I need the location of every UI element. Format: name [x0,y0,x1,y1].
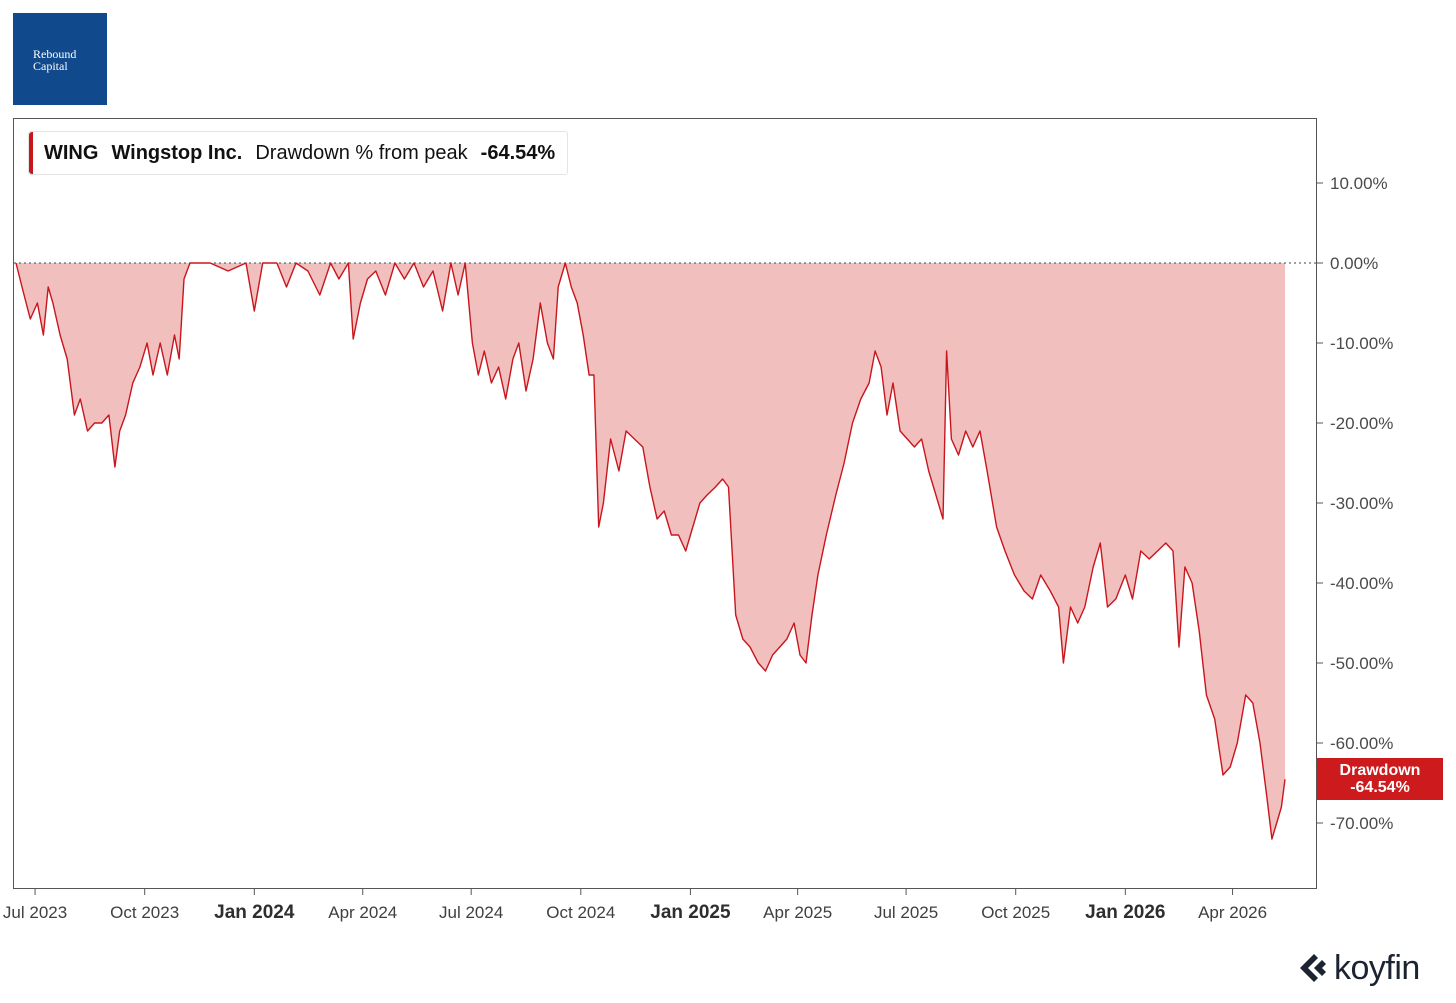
last-value-number: -64.54% [1350,779,1410,796]
x-tick-label: Jul 2025 [874,903,938,922]
y-tick-label: -40.00% [1330,574,1393,593]
drawdown-area [16,263,1285,839]
legend-value: -64.54% [480,141,556,164]
y-tick-label: 0.00% [1330,254,1378,273]
y-tick-label: 10.00% [1330,174,1388,193]
legend-ticker: WING [44,141,99,164]
x-tick-label: Jul 2023 [3,903,67,922]
y-tick-label: -30.00% [1330,494,1393,513]
x-axis: Jul 2023 Oct 2023 Jan 2024 Apr 2024 Jul 2024… [3,888,1267,923]
last-value-tag: Drawdown -64.54% [1317,758,1443,800]
y-tick-label: -50.00% [1330,654,1393,673]
y-tick-label: -10.00% [1330,334,1393,353]
x-tick-label: Oct 2024 [546,903,615,922]
x-tick-label: Apr 2026 [1198,903,1267,922]
koyfin-brand: koyfin [1296,951,1420,985]
x-tick-label: Oct 2023 [110,903,179,922]
brand-name: koyfin [1334,949,1420,987]
legend-metric: Drawdown % from peak [255,141,468,164]
legend-company-name: Wingstop Inc. [111,141,243,164]
x-tick-label: Jul 2024 [439,903,503,922]
x-tick-label: Jan 2026 [1085,902,1165,923]
drawdown-line [15,262,1286,840]
y-tick-label: -20.00% [1330,414,1393,433]
y-axis: 10.00% 0.00% -10.00% -20.00% -30.00% -40.00% -… [1316,174,1393,833]
koyfin-logo-icon [1300,954,1326,982]
y-tick-label: -70.00% [1330,814,1393,833]
x-tick-label: Apr 2025 [763,903,832,922]
company-logo: Rebound Capital [13,13,107,105]
y-tick-label: -60.00% [1330,734,1393,753]
x-tick-label: Jan 2025 [650,902,731,923]
logo-line-2: Capital [33,59,68,73]
logo-line-1: Rebound [33,47,77,61]
x-tick-label: Jan 2024 [214,902,295,923]
x-tick-label: Apr 2024 [328,903,397,922]
x-tick-label: Oct 2025 [981,903,1050,922]
last-value-label: Drawdown [1339,762,1421,779]
chart-legend[interactable]: WING Wingstop Inc. Drawdown % from peak … [28,131,569,175]
